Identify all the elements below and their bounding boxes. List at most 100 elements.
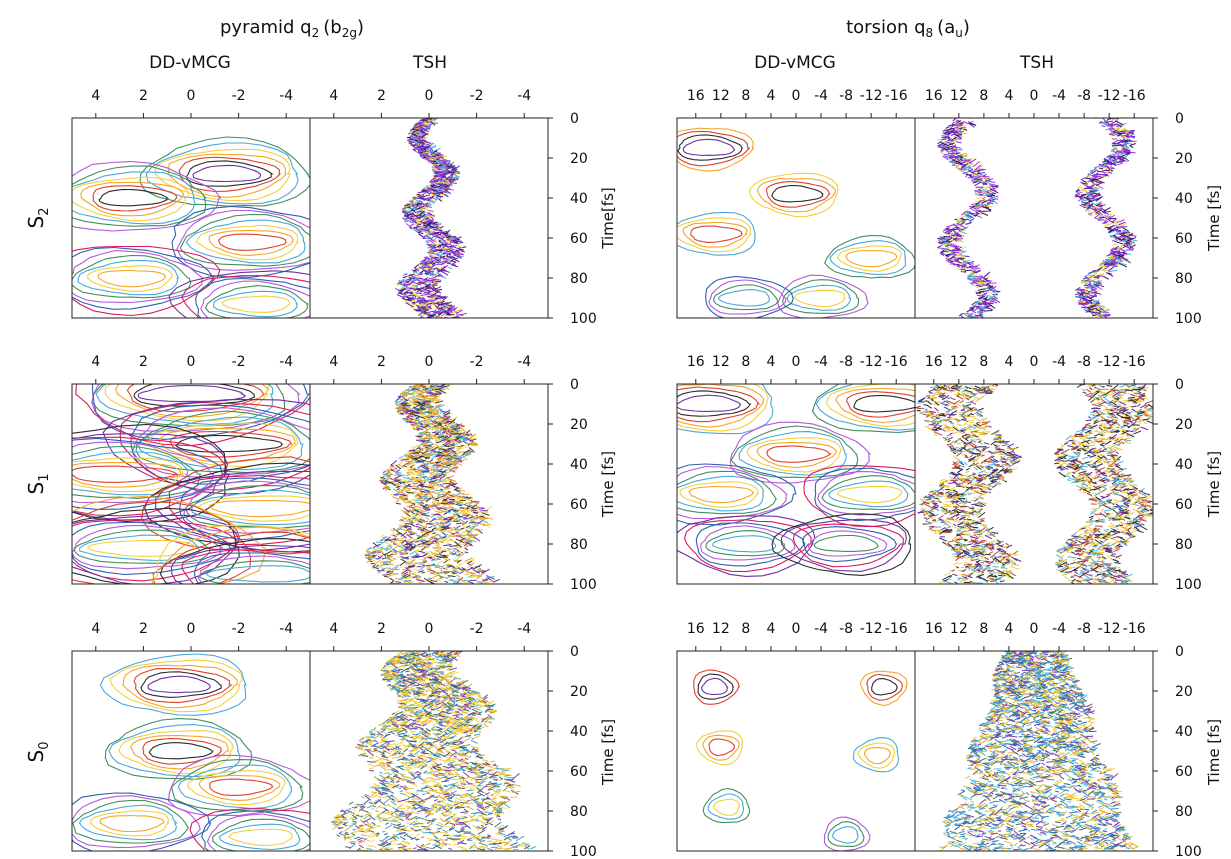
trajectory-segment bbox=[443, 510, 451, 514]
trajectory-segment bbox=[1108, 256, 1113, 258]
trajectory-segment bbox=[412, 485, 422, 490]
trajectory-segment bbox=[469, 534, 477, 537]
trajectory-segment bbox=[1084, 208, 1090, 211]
trajectory-segment bbox=[429, 239, 435, 245]
trajectory-segment bbox=[981, 182, 988, 186]
trajectory-segment bbox=[435, 310, 442, 313]
trajectory-segment bbox=[1092, 172, 1099, 178]
trajectory-segment bbox=[991, 286, 996, 290]
trajectory-segment bbox=[438, 517, 447, 522]
contour-line bbox=[677, 211, 756, 256]
trajectory-segment bbox=[387, 476, 391, 479]
trajectory-segment bbox=[396, 483, 401, 487]
trajectory-segment bbox=[394, 479, 400, 481]
trajectory-segment bbox=[463, 534, 468, 537]
trajectory-segment bbox=[411, 269, 418, 273]
trajectory-segment bbox=[426, 197, 433, 201]
trajectory-segment bbox=[426, 149, 434, 153]
trajectory-segment bbox=[463, 538, 471, 544]
contour-line bbox=[168, 270, 310, 318]
trajectory-segment bbox=[446, 255, 456, 259]
trajectory-segment bbox=[405, 558, 413, 561]
trajectory-segment bbox=[968, 205, 978, 210]
trajectory-segment bbox=[431, 385, 436, 388]
contour-line bbox=[139, 136, 310, 207]
trajectory-segment bbox=[429, 314, 437, 317]
trajectory-segment bbox=[421, 150, 430, 157]
contour-line bbox=[837, 245, 902, 272]
trajectory-segment bbox=[1086, 192, 1092, 197]
trajectory-segment bbox=[395, 397, 401, 402]
trajectory-segment bbox=[418, 430, 427, 435]
trajectory-segment bbox=[402, 406, 411, 411]
trajectory-segment bbox=[414, 470, 423, 473]
trajectory-segment bbox=[417, 124, 423, 128]
trajectory-segment bbox=[400, 458, 410, 461]
trajectory-segment bbox=[406, 278, 412, 284]
trajectory-segment bbox=[434, 282, 438, 285]
trajectory-segment bbox=[968, 122, 977, 126]
trajectory-segment bbox=[1091, 312, 1095, 316]
trajectory-segment bbox=[481, 512, 490, 516]
contour-line bbox=[72, 250, 204, 304]
trajectory-segment bbox=[417, 410, 424, 413]
trajectory-segment bbox=[418, 226, 423, 228]
trajectory-segment bbox=[1116, 139, 1125, 145]
trajectory-segment bbox=[432, 246, 442, 248]
trajectory-segment bbox=[402, 451, 410, 458]
trajectory-segment bbox=[410, 293, 420, 298]
contour-line bbox=[72, 433, 229, 521]
trajectory-segment bbox=[403, 522, 407, 526]
trajectory-segment bbox=[406, 416, 414, 421]
trajectory-segment bbox=[427, 522, 432, 525]
trajectory-segment bbox=[1125, 233, 1132, 237]
contour-line bbox=[130, 404, 310, 485]
contour-line bbox=[205, 565, 310, 583]
trajectory-segment bbox=[937, 140, 942, 145]
trajectory-segment bbox=[413, 266, 420, 272]
trajectory-segment bbox=[1098, 265, 1107, 268]
trajectory-segment bbox=[413, 200, 418, 204]
trajectory-segment bbox=[1098, 204, 1106, 208]
trajectory-segment bbox=[422, 387, 429, 390]
contour-line bbox=[135, 410, 310, 474]
trajectory-segment bbox=[429, 226, 439, 229]
trajectory-segment bbox=[461, 512, 468, 517]
trajectory-segment bbox=[412, 148, 416, 152]
trajectory-segment bbox=[410, 276, 418, 282]
trajectory-segment bbox=[1102, 216, 1108, 219]
trajectory-segment bbox=[417, 306, 423, 310]
trajectory-segment bbox=[969, 282, 974, 286]
trajectory-segment bbox=[426, 272, 431, 276]
trajectory-segment bbox=[1103, 157, 1111, 163]
trajectory-segment bbox=[454, 253, 459, 256]
trajectory-segment bbox=[964, 173, 970, 178]
trajectory-segment bbox=[421, 157, 430, 162]
trajectory-segment bbox=[950, 228, 956, 233]
trajectory-segment bbox=[425, 156, 434, 162]
trajectory-segment bbox=[423, 256, 430, 261]
trajectory-segment bbox=[436, 253, 446, 257]
trajectory-segment bbox=[376, 549, 380, 553]
trajectory-segment bbox=[422, 476, 426, 480]
trajectory-segment bbox=[449, 465, 454, 468]
trajectory-segment bbox=[1104, 123, 1109, 128]
trajectory-segment bbox=[438, 175, 443, 178]
trajectory-segment bbox=[413, 556, 420, 559]
trajectory-segment bbox=[426, 158, 432, 162]
trajectory-segment bbox=[398, 494, 404, 499]
trajectory-segment bbox=[406, 462, 414, 467]
trajectory-segment bbox=[422, 186, 427, 191]
trajectory-segment bbox=[419, 473, 425, 477]
trajectory-segment bbox=[1104, 315, 1108, 318]
trajectory-segment bbox=[421, 513, 430, 517]
trajectory-segment bbox=[371, 567, 375, 571]
trajectory-segment bbox=[458, 552, 465, 557]
trajectory-segment bbox=[1080, 189, 1089, 193]
trajectory-segment bbox=[457, 516, 463, 518]
trajectory-segment bbox=[1098, 167, 1104, 170]
trajectory-segment bbox=[945, 230, 950, 233]
trajectory-segment bbox=[400, 399, 408, 404]
trajectory-segment bbox=[421, 230, 430, 233]
